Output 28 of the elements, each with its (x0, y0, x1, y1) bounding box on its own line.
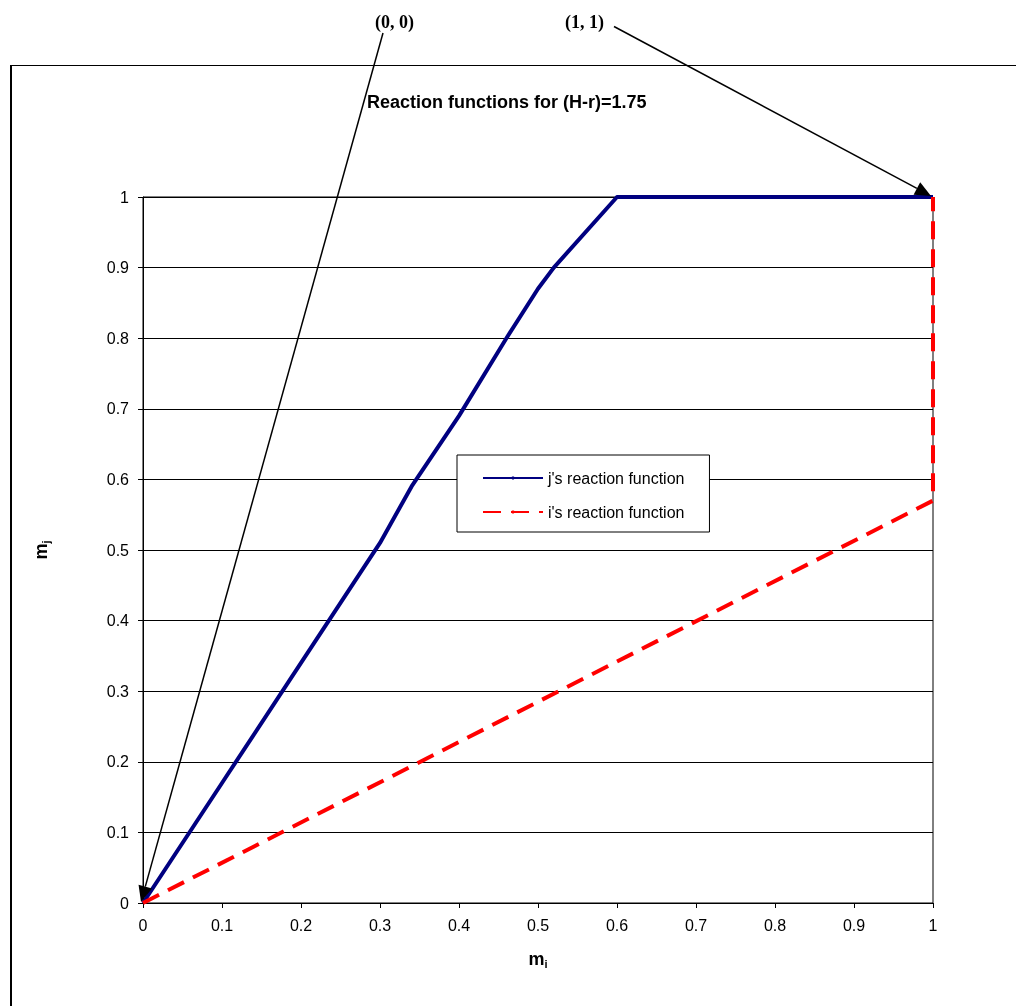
y-tick-label: 0.6 (106, 470, 130, 488)
y-tick-label: 0.9 (106, 259, 130, 277)
text: (1, 1) (565, 12, 604, 33)
y-axis-title: mj (30, 540, 52, 560)
legend-label: i's reaction function (548, 503, 685, 521)
x-tick-label: 0.6 (605, 916, 629, 934)
y-tick-label: 0.4 (106, 612, 130, 630)
x-tick-label: 0.5 (526, 916, 550, 934)
y-tick-label: 0.5 (106, 541, 130, 559)
x-tick-label: 0.3 (368, 916, 392, 934)
x-tick-label: 0.1 (210, 916, 234, 934)
x-tick-label: 1 (928, 916, 938, 934)
y-tick-label: 0.3 (106, 682, 130, 700)
x-tick-label: 0.2 (289, 916, 313, 934)
y-tick-label: 0.1 (106, 823, 130, 841)
legend-label: j's reaction function (547, 469, 685, 487)
text: (0, 0) (375, 12, 414, 33)
y-tick-label: 1 (120, 188, 130, 206)
x-tick-label: 0.7 (684, 916, 708, 934)
y-tick-label: 0.8 (106, 329, 130, 347)
x-tick-label: 0.8 (763, 916, 787, 934)
x-tick-label: 0.9 (842, 916, 866, 934)
y-tick-label: 0.2 (106, 753, 130, 771)
y-tick-label: 0.7 (106, 400, 130, 418)
chart-title: Reaction functions for (H-r)=1.75 (367, 92, 647, 112)
x-tick-label: 0 (138, 916, 148, 934)
x-tick-label: 0.4 (447, 916, 471, 934)
y-tick-label: 0 (120, 894, 130, 912)
